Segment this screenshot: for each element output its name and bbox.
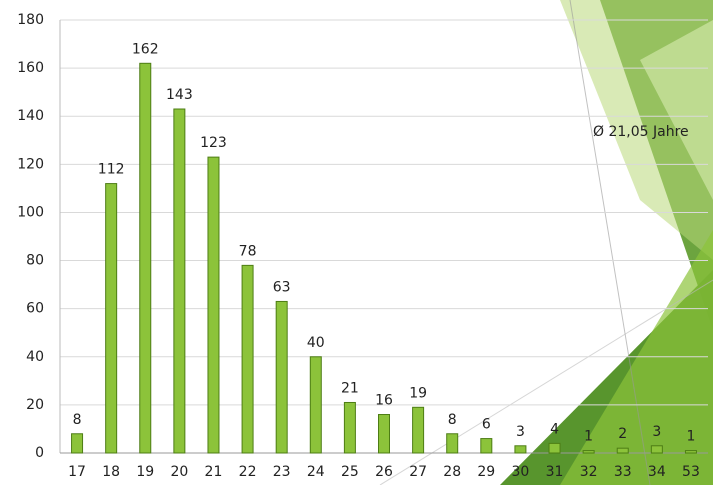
value-label: 123 [200, 135, 227, 151]
x-tick-label: 27 [409, 464, 427, 480]
bar [616, 447, 629, 454]
y-tick-label: 20 [26, 397, 44, 413]
y-tick-label: 0 [35, 445, 44, 461]
value-label: 40 [307, 335, 325, 351]
value-label: 1 [584, 429, 593, 445]
value-label: 3 [516, 424, 525, 440]
x-tick-label: 26 [375, 464, 393, 480]
annotation: Ø 21,05 Jahre [593, 124, 689, 140]
x-tick-label: 28 [443, 464, 461, 480]
value-label: 78 [239, 243, 257, 259]
x-tick-label: 34 [648, 464, 666, 480]
y-tick-label: 40 [26, 349, 44, 365]
x-tick-label: 20 [170, 464, 188, 480]
bar [241, 264, 254, 454]
value-label: 2 [618, 426, 627, 442]
y-tick-label: 120 [17, 156, 44, 172]
bar [582, 450, 595, 454]
bar [275, 300, 288, 454]
bar [684, 450, 697, 454]
y-tick-label: 80 [26, 253, 44, 269]
x-tick-label: 22 [239, 464, 257, 480]
y-tick-label: 100 [17, 204, 44, 220]
value-label: 8 [448, 412, 457, 428]
x-tick-label: 23 [273, 464, 291, 480]
x-tick-label: 17 [68, 464, 86, 480]
value-label: 63 [273, 279, 291, 295]
x-tick-label: 33 [614, 464, 632, 480]
value-label: 162 [132, 41, 159, 57]
bar [71, 433, 84, 454]
x-tick-label: 32 [580, 464, 598, 480]
bar [105, 183, 118, 454]
y-tick-label: 180 [17, 12, 44, 28]
value-label: 143 [166, 87, 193, 103]
value-label: 16 [375, 393, 393, 409]
value-label: 1 [686, 429, 695, 445]
x-tick-label: 30 [512, 464, 530, 480]
decoration [379, 0, 713, 485]
bar [412, 406, 425, 454]
x-tick-label: 25 [341, 464, 359, 480]
bar [173, 108, 186, 454]
bar [446, 433, 459, 454]
bar [480, 438, 493, 454]
bar [650, 445, 663, 454]
value-label: 112 [98, 162, 125, 178]
y-tick-label: 160 [17, 60, 44, 76]
bar [207, 156, 220, 454]
y-tick-label: 140 [17, 108, 44, 124]
x-tick-label: 21 [205, 464, 223, 480]
x-tick-label: 29 [477, 464, 495, 480]
y-tick-label: 60 [26, 301, 44, 317]
x-tick-label: 18 [102, 464, 120, 480]
value-label: 6 [482, 417, 491, 433]
value-label: 21 [341, 380, 359, 396]
bar [343, 401, 356, 454]
value-label: 4 [550, 421, 559, 437]
x-tick-label: 53 [682, 464, 700, 480]
bar [378, 414, 390, 454]
bar [139, 62, 152, 454]
bar [548, 442, 561, 454]
x-tick-label: 24 [307, 464, 325, 480]
value-label: 3 [652, 424, 661, 440]
x-tick-label: 19 [136, 464, 154, 480]
bar [514, 445, 527, 454]
x-tick-label: 31 [546, 464, 564, 480]
value-label: 19 [409, 385, 427, 401]
value-label: 8 [73, 412, 82, 428]
bar [309, 356, 322, 454]
